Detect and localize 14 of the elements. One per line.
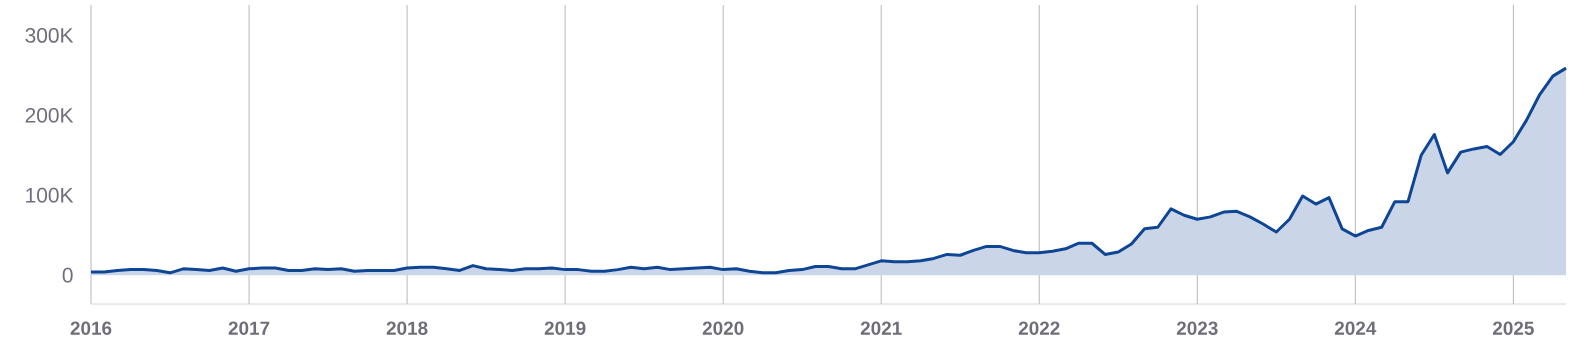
- y-tick-label: 300K: [25, 27, 74, 43]
- x-tick-label: 2016: [70, 321, 112, 335]
- y-tick-label: 200K: [25, 107, 74, 123]
- y-tick-label: 100K: [26, 187, 74, 203]
- x-tick-label: 2023: [1176, 321, 1218, 335]
- y-tick-label: 0: [62, 267, 73, 283]
- x-tick-label: 2024: [1334, 321, 1377, 335]
- x-tick-label: 2019: [544, 321, 586, 335]
- x-tick-label: 2020: [702, 321, 744, 335]
- x-tick-label: 2017: [228, 321, 270, 335]
- x-tick-label: 2022: [1018, 321, 1060, 335]
- x-tick-label: 2025: [1492, 321, 1534, 335]
- x-tick-label: 2018: [386, 321, 428, 335]
- x-tick-label: 2021: [860, 321, 902, 335]
